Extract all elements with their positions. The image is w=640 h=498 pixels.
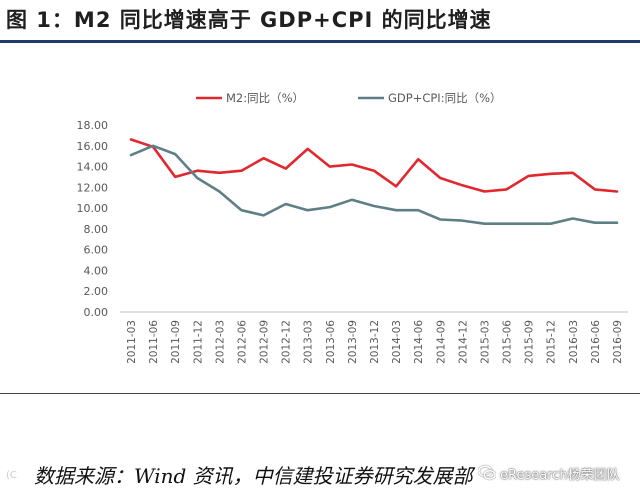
x-tick-label: 2014-06 <box>413 320 425 364</box>
plot-series <box>129 138 619 225</box>
x-tick-label: 2011-03 <box>126 320 138 364</box>
y-tick-label: 10.00 <box>77 202 109 215</box>
x-tick-label: 2011-06 <box>148 320 160 364</box>
legend-label: GDP+CPI:同比（%） <box>388 91 502 105</box>
x-tick-label: 2012-09 <box>259 320 271 364</box>
x-tick-label: 2012-12 <box>281 320 293 364</box>
y-tick-label: 16.00 <box>77 140 109 153</box>
x-tick-label: 2015-06 <box>502 320 514 364</box>
series-line-m2 <box>129 138 619 193</box>
x-tick-label: 2016-03 <box>568 320 580 364</box>
watermark-text: eResearch杨荣团队 <box>500 467 620 483</box>
x-tick-label: 2013-12 <box>369 320 381 364</box>
legend: M2:同比（%） GDP+CPI:同比（%） <box>196 91 502 105</box>
y-tick-label: 2.00 <box>84 285 109 298</box>
x-tick-label: 2012-03 <box>214 320 226 364</box>
x-tick-label: 2011-12 <box>192 320 204 364</box>
x-tick-label: 2013-09 <box>347 320 359 364</box>
x-axis: 2011-03 2011-06 2011-09 2011-12 2012-03 2012-… <box>120 311 628 364</box>
x-tick-label: 2014-12 <box>457 320 469 364</box>
x-tick-label: 2014-03 <box>391 320 403 364</box>
x-tick-label: 2016-09 <box>612 320 624 364</box>
wechat-icon <box>478 465 496 480</box>
x-tick-label: 2013-03 <box>303 320 315 364</box>
y-tick-label: 18.00 <box>77 119 109 132</box>
figure-title: 图 1：M2 同比增速高于 GDP+CPI 的同比增速 <box>6 8 492 32</box>
x-tick-label: 2015-12 <box>546 320 558 364</box>
y-axis: 0.00 2.00 4.00 6.00 8.00 10.00 12.00 14.00 16.00… <box>77 119 109 319</box>
series-line-gdp-cpi <box>129 144 619 225</box>
watermark: eResearch杨荣团队 <box>478 460 634 486</box>
y-tick-label: 14.00 <box>77 161 109 174</box>
x-tick-label: 2016-06 <box>590 320 602 364</box>
watermark-left: (C <box>6 470 17 481</box>
y-tick-label: 12.00 <box>77 181 109 194</box>
x-tick-label: 2014-09 <box>435 320 447 364</box>
x-tick-label: 2011-09 <box>170 320 182 364</box>
chart-area: M2:同比（%） GDP+CPI:同比（%） 0.00 2.00 4.00 6.00 8.… <box>0 44 640 392</box>
y-tick-label: 8.00 <box>84 223 109 236</box>
y-tick-label: 4.00 <box>84 264 109 277</box>
x-tick-label: 2012-06 <box>236 320 248 364</box>
line-chart: M2:同比（%） GDP+CPI:同比（%） 0.00 2.00 4.00 6.00 8.… <box>77 91 628 364</box>
bottom-rule <box>0 393 640 394</box>
top-rule <box>0 40 640 43</box>
legend-label: M2:同比（%） <box>226 91 304 105</box>
x-tick-label: 2015-09 <box>524 320 536 364</box>
y-tick-label: 0.00 <box>84 306 109 319</box>
data-source-note: 数据来源：Wind 资讯，中信建投证券研究发展部 <box>34 464 473 488</box>
y-tick-label: 6.00 <box>84 244 109 257</box>
x-tick-label: 2015-03 <box>479 320 491 364</box>
x-tick-label: 2013-06 <box>325 320 337 364</box>
